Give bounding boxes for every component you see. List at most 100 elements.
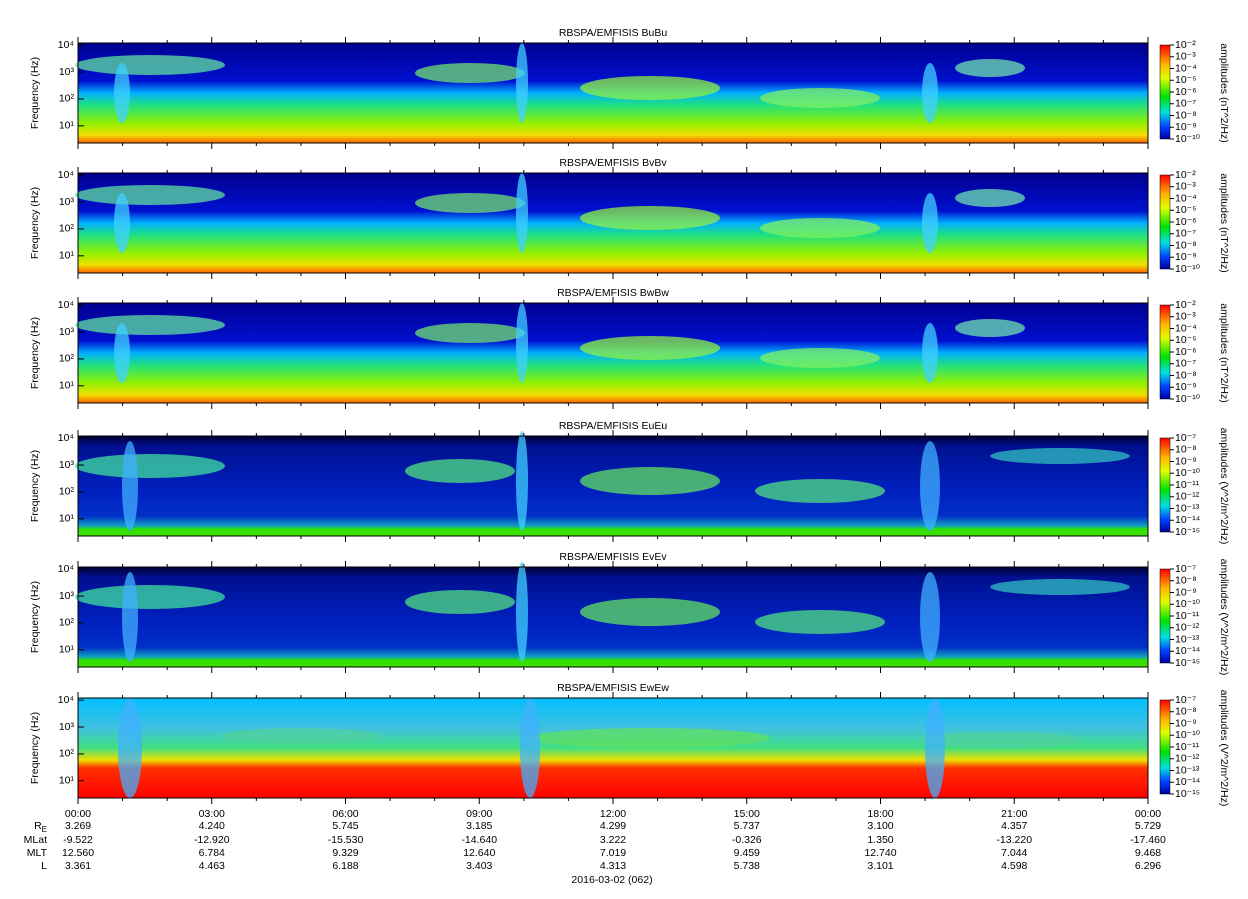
emission — [955, 59, 1025, 77]
x-tick-label: 00:00 — [65, 808, 91, 820]
ephemeris-value: -0.326 — [732, 834, 762, 846]
ephemeris-value: 3.101 — [867, 860, 893, 872]
emission — [516, 43, 528, 123]
ephemeris-value: 7.019 — [600, 847, 626, 859]
ephemeris-value: 6.784 — [199, 847, 225, 859]
colorbar-tick-label: 10⁻⁸ — [1175, 109, 1197, 121]
y-tick-label: 10³ — [59, 196, 75, 208]
colorbar-label: amplitudes (V^2/m^2/Hz) — [1218, 690, 1230, 807]
emission — [415, 193, 525, 213]
colorbar-tick-label: 10⁻¹⁰ — [1175, 598, 1201, 610]
emission — [922, 323, 938, 383]
ephemeris-value: 9.468 — [1135, 847, 1161, 859]
colorbar-tick-label: 10⁻⁶ — [1175, 216, 1197, 228]
y-axis-label: Frequency (Hz) — [29, 712, 41, 784]
y-tick-label: 10⁴ — [58, 39, 74, 51]
ephemeris-value: -9.522 — [63, 834, 93, 846]
colorbar-tick-label: 10⁻¹⁵ — [1175, 788, 1200, 800]
emission — [75, 585, 225, 609]
y-tick-label: 10² — [59, 617, 75, 629]
emission — [405, 459, 515, 483]
colorbar-tick-label: 10⁻¹² — [1175, 622, 1200, 634]
colorbar-tick-label: 10⁻³ — [1175, 51, 1196, 63]
colorbar-tick-label: 10⁻⁹ — [1175, 121, 1197, 133]
ephemeris-label: RE — [34, 820, 47, 834]
colorbar-tick-label: 10⁻⁵ — [1175, 334, 1197, 346]
y-tick-label: 10¹ — [59, 775, 75, 787]
ephemeris-label: MLT — [27, 847, 48, 859]
y-tick-label: 10² — [59, 223, 75, 235]
colorbar-tick-label: 10⁻³ — [1175, 311, 1196, 323]
panel-title: RBSPA/EMFISIS EvEv — [559, 551, 667, 563]
colorbar-tick-label: 10⁻¹⁰ — [1175, 263, 1201, 275]
colorbar-tick-label: 10⁻⁷ — [1175, 358, 1196, 370]
colorbar-tick-label: 10⁻⁷ — [1175, 694, 1196, 706]
colorbar-tick-label: 10⁻⁷ — [1175, 563, 1196, 575]
ephemeris-value: -15.530 — [328, 834, 364, 846]
x-tick-label: 06:00 — [332, 808, 358, 820]
colorbar-tick-label: 10⁻¹⁰ — [1175, 729, 1201, 741]
panel-title: RBSPA/EMFISIS EuEu — [559, 420, 668, 432]
colorbar-tick-label: 10⁻³ — [1175, 181, 1196, 193]
ephemeris-value: 3.269 — [65, 820, 91, 832]
panel-title: RBSPA/EMFISIS EwEw — [557, 682, 669, 694]
emission — [920, 441, 940, 531]
emission — [75, 185, 225, 205]
ephemeris-value: 6.188 — [332, 860, 358, 872]
y-tick-label: 10² — [59, 486, 75, 498]
colorbar — [1159, 174, 1171, 270]
colorbar-tick-label: 10⁻¹⁰ — [1175, 467, 1201, 479]
x-tick-label: 00:00 — [1135, 808, 1161, 820]
y-axis-label: Frequency (Hz) — [29, 57, 41, 129]
colorbar-label: amplitudes (V^2/m^2/Hz) — [1218, 559, 1230, 676]
ephemeris-value: 5.729 — [1135, 820, 1161, 832]
emission — [122, 572, 138, 662]
ephemeris-value: 4.463 — [199, 860, 225, 872]
emission — [990, 448, 1130, 464]
emission — [520, 698, 540, 798]
emission — [760, 218, 880, 238]
colorbar-tick-label: 10⁻¹³ — [1175, 502, 1200, 514]
colorbar-tick-label: 10⁻⁶ — [1175, 346, 1197, 358]
emission — [405, 590, 515, 614]
colorbar-tick-label: 10⁻⁹ — [1175, 586, 1197, 598]
x-tick-label: 15:00 — [734, 808, 760, 820]
x-tick-label: 18:00 — [867, 808, 893, 820]
ephemeris-value: 3.222 — [600, 834, 626, 846]
colorbar-tick-label: 10⁻⁷ — [1175, 432, 1196, 444]
y-tick-label: 10³ — [59, 459, 75, 471]
colorbar-tick-label: 10⁻¹⁰ — [1175, 393, 1201, 405]
x-tick-label: 12:00 — [600, 808, 626, 820]
y-tick-label: 10³ — [59, 590, 75, 602]
colorbar-tick-label: 10⁻¹³ — [1175, 764, 1200, 776]
emission — [580, 598, 720, 626]
y-tick-label: 10¹ — [59, 513, 75, 525]
emission — [516, 173, 528, 253]
emission — [580, 467, 720, 495]
ephemeris-value: 12.740 — [864, 847, 896, 859]
emission — [75, 55, 225, 75]
panel-title: RBSPA/EMFISIS BwBw — [557, 287, 669, 299]
colorbar-tick-label: 10⁻¹¹ — [1175, 479, 1200, 491]
ephemeris-value: 6.296 — [1135, 860, 1161, 872]
ephemeris-value: 4.598 — [1001, 860, 1027, 872]
x-tick-label: 03:00 — [199, 808, 225, 820]
ephemeris-value: 12.560 — [62, 847, 94, 859]
colorbar-tick-label: 10⁻⁹ — [1175, 251, 1197, 263]
colorbar-label: amplitudes (nT^2/Hz) — [1218, 173, 1230, 272]
ephemeris-value: 1.350 — [867, 834, 893, 846]
emission — [990, 579, 1130, 595]
y-axis-label: Frequency (Hz) — [29, 317, 41, 389]
ephemeris-value: 5.745 — [332, 820, 358, 832]
emission — [922, 63, 938, 123]
colorbar-tick-label: 10⁻¹⁴ — [1175, 645, 1200, 657]
colorbar-tick-label: 10⁻⁸ — [1175, 369, 1197, 381]
ephemeris-value: 3.403 — [466, 860, 492, 872]
colorbar-tick-label: 10⁻¹¹ — [1175, 741, 1200, 753]
emission — [220, 728, 380, 744]
colorbar-tick-label: 10⁻⁴ — [1175, 322, 1197, 334]
ephemeris-value: 4.313 — [600, 860, 626, 872]
emission — [755, 610, 885, 634]
emission — [122, 441, 138, 531]
ephemeris-label-text: MLat — [24, 834, 47, 846]
